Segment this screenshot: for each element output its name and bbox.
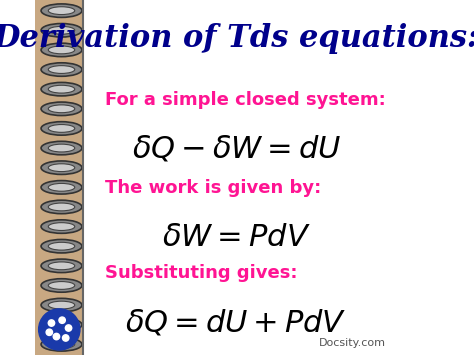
Ellipse shape — [41, 200, 82, 214]
Ellipse shape — [41, 43, 82, 57]
Ellipse shape — [41, 240, 82, 253]
Circle shape — [46, 329, 53, 335]
Circle shape — [59, 317, 65, 323]
Ellipse shape — [48, 164, 75, 171]
Text: Docsity.com: Docsity.com — [319, 338, 386, 348]
Ellipse shape — [48, 340, 75, 348]
Text: $\delta Q - \delta W = dU$: $\delta Q - \delta W = dU$ — [131, 133, 341, 164]
Ellipse shape — [41, 220, 82, 233]
Ellipse shape — [48, 7, 75, 15]
Text: Substituting gives:: Substituting gives: — [104, 264, 297, 283]
Ellipse shape — [48, 144, 75, 152]
Ellipse shape — [41, 63, 82, 76]
Circle shape — [39, 309, 80, 350]
Ellipse shape — [48, 321, 75, 329]
Ellipse shape — [41, 279, 82, 292]
Circle shape — [53, 333, 60, 340]
Circle shape — [48, 320, 55, 326]
Ellipse shape — [41, 4, 82, 17]
Ellipse shape — [41, 122, 82, 135]
Ellipse shape — [48, 46, 75, 54]
Ellipse shape — [41, 82, 82, 96]
Ellipse shape — [41, 141, 82, 155]
Ellipse shape — [48, 66, 75, 73]
Ellipse shape — [41, 161, 82, 174]
Ellipse shape — [41, 338, 82, 351]
Ellipse shape — [41, 298, 82, 312]
Ellipse shape — [48, 262, 75, 270]
Text: The work is given by:: The work is given by: — [104, 179, 321, 197]
Ellipse shape — [48, 85, 75, 93]
Text: For a simple closed system:: For a simple closed system: — [104, 91, 385, 109]
Ellipse shape — [41, 23, 82, 37]
FancyBboxPatch shape — [35, 0, 83, 355]
Ellipse shape — [48, 125, 75, 132]
Ellipse shape — [48, 242, 75, 250]
Ellipse shape — [48, 301, 75, 309]
Ellipse shape — [48, 26, 75, 34]
Ellipse shape — [48, 282, 75, 289]
Circle shape — [65, 325, 72, 331]
Text: Derivation of Tds equations:: Derivation of Tds equations: — [0, 23, 474, 54]
Circle shape — [63, 335, 69, 341]
Ellipse shape — [48, 203, 75, 211]
Ellipse shape — [41, 318, 82, 332]
Ellipse shape — [41, 259, 82, 273]
Ellipse shape — [48, 223, 75, 230]
Text: $\delta Q = dU + PdV$: $\delta Q = dU + PdV$ — [126, 307, 347, 338]
Ellipse shape — [48, 184, 75, 191]
Ellipse shape — [41, 102, 82, 115]
Ellipse shape — [48, 105, 75, 113]
Ellipse shape — [41, 181, 82, 194]
Text: $\delta W = PdV$: $\delta W = PdV$ — [162, 222, 310, 253]
